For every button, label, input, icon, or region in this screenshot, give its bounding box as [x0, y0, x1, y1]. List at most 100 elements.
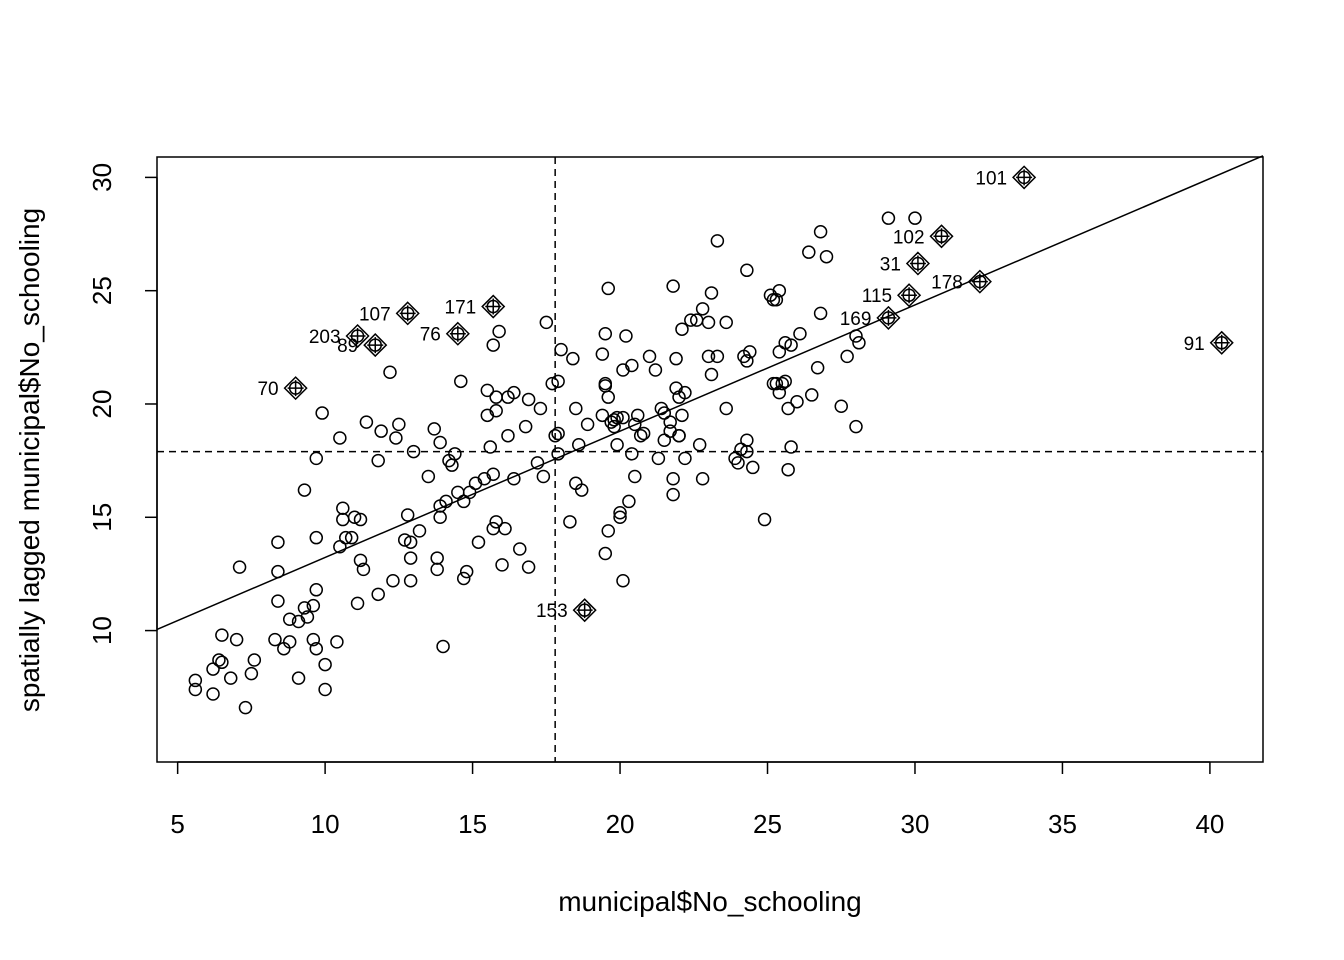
y-tick-label: 25 — [87, 276, 117, 305]
data-point — [572, 438, 586, 452]
data-point — [595, 408, 610, 423]
data-point — [610, 410, 624, 425]
data-point — [339, 530, 353, 545]
data-point — [386, 573, 400, 588]
data-point — [601, 390, 615, 404]
data-point — [574, 483, 589, 497]
influential-point-cross — [287, 380, 304, 397]
data-point — [684, 313, 698, 327]
influential-point-label: 31 — [880, 254, 901, 275]
data-point — [521, 392, 536, 407]
data-point — [551, 447, 565, 461]
influential-point-diamond — [905, 251, 930, 276]
data-point — [238, 700, 253, 715]
data-point — [852, 336, 866, 350]
data-point — [406, 444, 421, 459]
data-point — [769, 376, 784, 391]
influential-point-label: 171 — [445, 298, 477, 319]
data-point — [489, 404, 503, 418]
data-point — [598, 326, 613, 341]
data-point — [271, 564, 285, 579]
data-point — [223, 671, 238, 685]
data-point — [695, 472, 710, 486]
data-point — [232, 560, 247, 574]
data-point — [613, 505, 627, 520]
data-point — [719, 315, 733, 330]
data-point — [229, 632, 244, 647]
data-point — [784, 338, 798, 352]
data-point — [282, 635, 297, 649]
data-point — [359, 415, 374, 429]
data-point — [483, 440, 498, 454]
influential-point-label: 169 — [840, 309, 872, 330]
data-point — [607, 419, 621, 434]
data-point — [849, 329, 863, 343]
data-point — [471, 535, 486, 549]
data-point — [669, 351, 683, 366]
data-point — [719, 401, 733, 416]
influential-point-cross — [901, 287, 918, 304]
data-point — [489, 390, 503, 404]
data-point — [353, 553, 368, 568]
x-axis: 5 10 15 20 25 30 35 40 — [170, 761, 1224, 839]
data-point — [778, 374, 792, 389]
data-point — [492, 324, 506, 339]
data-point — [501, 428, 515, 443]
data-point — [607, 413, 621, 427]
x-axis-label: municipal$No_schooling — [558, 886, 862, 917]
data-point — [430, 551, 444, 565]
x-tick-label: 25 — [753, 809, 782, 839]
influential-point-cross — [576, 602, 593, 619]
data-point — [563, 515, 577, 529]
data-point — [448, 447, 462, 461]
data-point — [701, 349, 716, 364]
data-point — [344, 530, 359, 545]
data-point — [840, 349, 854, 364]
data-point — [507, 472, 521, 486]
data-point — [692, 438, 707, 452]
influential-point-diamond — [967, 269, 992, 294]
data-point — [554, 342, 568, 357]
data-point — [757, 512, 772, 527]
y-tick-label: 10 — [87, 616, 117, 645]
data-point — [330, 635, 344, 649]
x-tick-label: 30 — [901, 809, 930, 839]
data-point — [297, 601, 312, 615]
y-tick-label: 30 — [87, 163, 117, 192]
x-tick-label: 5 — [170, 809, 184, 839]
data-point — [486, 338, 500, 352]
data-point — [300, 610, 315, 624]
data-point — [704, 367, 719, 382]
data-point — [430, 562, 444, 577]
data-point — [675, 408, 689, 423]
data-point — [309, 641, 324, 656]
data-point — [704, 286, 719, 300]
data-point — [271, 535, 285, 549]
data-point — [633, 428, 648, 443]
x-tick-label: 35 — [1048, 809, 1077, 839]
x-tick-label: 10 — [311, 809, 340, 839]
data-point — [628, 469, 642, 484]
data-point — [666, 472, 680, 486]
data-point — [740, 354, 754, 368]
data-point — [383, 365, 397, 380]
data-point — [551, 426, 565, 441]
data-point — [347, 510, 362, 525]
data-point — [318, 682, 332, 697]
data-point — [336, 512, 350, 527]
influential-point-label: 115 — [862, 286, 892, 307]
influential-point-diamond — [395, 301, 420, 326]
data-point — [672, 428, 686, 443]
data-point — [793, 326, 807, 341]
data-point — [513, 542, 527, 556]
data-point — [772, 345, 787, 359]
data-point — [790, 394, 804, 409]
data-point — [740, 433, 754, 447]
data-point — [489, 515, 503, 529]
data-point — [486, 467, 500, 481]
data-point — [781, 462, 795, 477]
data-point — [188, 673, 203, 688]
data-point — [772, 283, 787, 298]
